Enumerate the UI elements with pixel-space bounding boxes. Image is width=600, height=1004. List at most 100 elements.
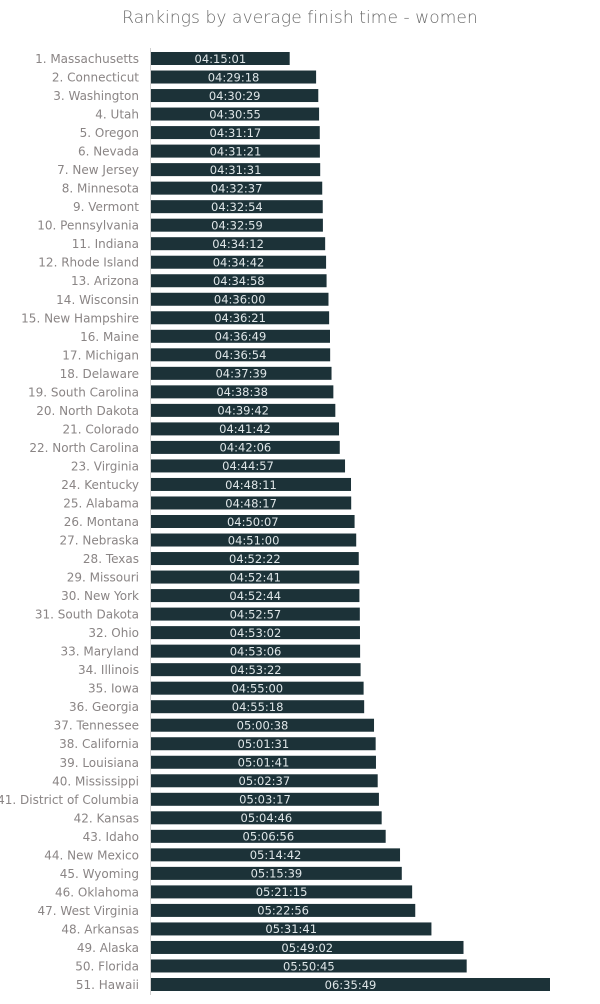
value-label: 04:34:42 xyxy=(213,256,265,270)
category-label: 15. New Hampshire xyxy=(21,311,139,325)
value-label: 04:30:29 xyxy=(209,89,261,103)
category-label: 45. Wyoming xyxy=(60,867,139,881)
bar xyxy=(151,163,321,177)
bar-row: 34. Illinois 04:53:22 xyxy=(78,663,361,677)
value-label: 04:32:37 xyxy=(211,181,263,195)
value-label: 05:49:02 xyxy=(281,941,333,955)
value-label: 04:36:49 xyxy=(215,330,267,344)
category-label: 39. Louisiana xyxy=(59,756,139,770)
value-label: 04:50:07 xyxy=(227,515,279,529)
bar xyxy=(151,626,360,640)
bar-row: 7. New Jersey 04:31:31 xyxy=(57,163,321,177)
value-label: 04:52:57 xyxy=(230,607,282,621)
value-label: 04:31:31 xyxy=(210,163,262,177)
value-label: 05:01:41 xyxy=(238,756,290,770)
category-label: 24. Kentucky xyxy=(61,478,139,492)
category-label: 20. North Dakota xyxy=(36,404,139,418)
bar-row: 15. New Hampshire 04:36:21 xyxy=(21,311,330,325)
value-label: 04:36:21 xyxy=(214,311,266,325)
bar-row: 26. Montana 04:50:07 xyxy=(64,515,355,529)
value-label: 04:31:17 xyxy=(210,126,262,140)
bar xyxy=(151,107,320,121)
value-label: 05:50:45 xyxy=(283,959,335,973)
category-label: 5. Oregon xyxy=(80,126,139,140)
bar-row: 43. Idaho 05:06:56 xyxy=(83,830,386,844)
bar-row: 10. Pennsylvania 04:32:59 xyxy=(37,218,323,233)
value-label: 04:34:12 xyxy=(212,237,264,251)
bar xyxy=(151,477,352,491)
bar-row: 4. Utah 04:30:55 xyxy=(95,107,320,122)
category-label: 37. Tennessee xyxy=(54,719,139,733)
category-label: 26. Montana xyxy=(64,515,139,529)
bar xyxy=(151,718,375,732)
value-label: 05:01:31 xyxy=(238,737,290,751)
value-label: 04:38:38 xyxy=(216,385,268,399)
value-label: 04:52:22 xyxy=(229,552,281,566)
bar-row: 21. Colorado 04:41:42 xyxy=(62,422,340,436)
category-label: 31. South Dakota xyxy=(35,608,139,622)
value-label: 04:48:17 xyxy=(225,496,277,510)
bar xyxy=(151,792,379,806)
value-label: 04:30:55 xyxy=(209,107,261,121)
value-label: 04:44:57 xyxy=(222,459,274,473)
value-label: 04:55:18 xyxy=(232,700,284,714)
bar-row: 38. California 05:01:31 xyxy=(59,737,376,751)
bar-row: 11. Indiana 04:34:12 xyxy=(72,237,326,251)
value-label: 05:14:42 xyxy=(250,848,302,862)
value-label: 04:53:02 xyxy=(230,626,282,640)
bar xyxy=(151,218,323,232)
bar xyxy=(151,237,326,251)
category-label: 19. South Carolina xyxy=(28,385,139,399)
bar xyxy=(151,440,340,454)
bar xyxy=(151,811,382,825)
category-label: 9. Vermont xyxy=(73,200,139,214)
bar-row: 27. Nebraska 04:51:00 xyxy=(59,533,357,548)
bar xyxy=(151,126,320,140)
bar xyxy=(151,774,378,788)
bar-row: 46. Oklahoma 05:21:15 xyxy=(55,885,413,899)
value-label: 04:15:01 xyxy=(195,52,247,66)
value-label: 04:34:58 xyxy=(213,274,265,288)
bar xyxy=(151,978,550,991)
value-label: 05:22:56 xyxy=(257,904,309,918)
value-label: 04:39:42 xyxy=(217,404,269,418)
bar xyxy=(151,533,357,547)
value-label: 05:21:15 xyxy=(256,885,308,899)
value-label: 04:48:11 xyxy=(225,478,277,492)
value-label: 04:52:41 xyxy=(229,570,281,584)
bar xyxy=(151,70,317,84)
value-label: 04:42:06 xyxy=(220,441,272,455)
category-label: 27. Nebraska xyxy=(59,534,139,548)
bar xyxy=(151,552,359,566)
category-label: 47. West Virginia xyxy=(38,904,139,918)
value-label: 04:51:00 xyxy=(228,533,280,547)
bar xyxy=(151,866,402,880)
bar-row: 32. Ohio 04:53:02 xyxy=(88,626,360,640)
bar xyxy=(151,255,327,269)
bar-row: 2. Connecticut 04:29:18 xyxy=(52,70,317,85)
category-label: 11. Indiana xyxy=(72,237,139,251)
bar xyxy=(151,200,323,214)
bar xyxy=(151,181,323,195)
category-label: 12. Rhode Island xyxy=(38,256,139,270)
bar-row: 6. Nevada 04:31:21 xyxy=(78,144,320,159)
bar xyxy=(151,885,413,899)
category-label: 4. Utah xyxy=(95,108,139,122)
bar xyxy=(151,144,320,158)
category-label: 43. Idaho xyxy=(83,830,139,844)
value-label: 04:41:42 xyxy=(219,422,271,436)
bar xyxy=(151,607,360,621)
bar-row: 36. Georgia 04:55:18 xyxy=(69,700,365,714)
bar xyxy=(151,274,327,288)
bar xyxy=(151,829,386,843)
bar-row: 22. North Carolina 04:42:06 xyxy=(29,440,340,455)
value-label: 05:15:39 xyxy=(251,867,303,881)
value-label: 04:32:54 xyxy=(211,200,263,214)
bar xyxy=(151,940,464,954)
bar-row: 18. Delaware 04:37:39 xyxy=(60,367,332,381)
bar xyxy=(151,681,364,695)
bar-row: 24. Kentucky 04:48:11 xyxy=(61,477,352,492)
category-label: 23. Virginia xyxy=(71,459,139,473)
value-label: 04:31:21 xyxy=(210,144,262,158)
